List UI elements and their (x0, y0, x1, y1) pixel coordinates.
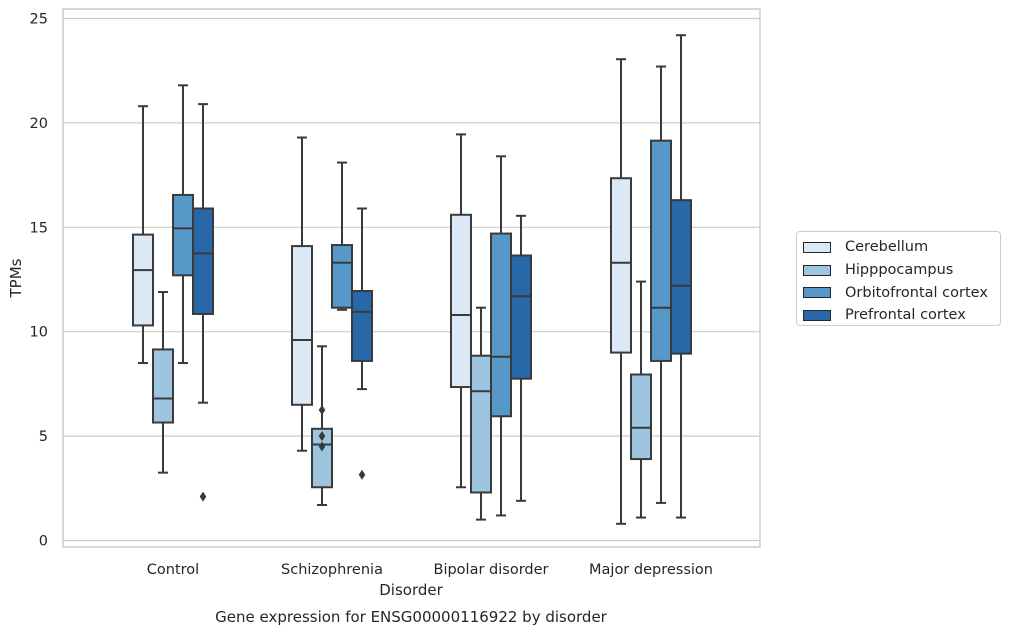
iqr-box (670, 199, 692, 355)
legend-swatch (803, 287, 831, 299)
iqr-box (490, 232, 512, 418)
box-hipppocampus (630, 280, 652, 519)
outlier-point (318, 441, 326, 452)
chart-title: Gene expression for ENSG00000116922 by d… (215, 608, 608, 626)
iqr-box (172, 193, 194, 277)
boxes (132, 34, 692, 525)
iqr-box (311, 427, 333, 489)
legend-item: Prefrontal cortex (803, 304, 1000, 327)
box-orbitofrontal-cortex (490, 155, 512, 517)
x-tick-label: Control (147, 562, 199, 578)
box-cerebellum (132, 105, 154, 365)
y-tick-label: 20 (30, 116, 48, 132)
legend-label: Orbitofrontal cortex (845, 284, 988, 301)
outlier-point (318, 405, 326, 415)
x-tick-label: Bipolar disorder (434, 562, 549, 578)
iqr-box (650, 139, 672, 362)
iqr-box (450, 213, 472, 389)
iqr-box (470, 354, 492, 494)
x-axis-label: Disorder (379, 581, 443, 599)
outlier-point (199, 491, 207, 502)
box-orbitofrontal-cortex (331, 161, 353, 311)
legend-item: Hipppocampus (803, 259, 1000, 282)
y-tick-label: 5 (39, 429, 48, 445)
iqr-box (510, 254, 532, 380)
y-tick-label: 25 (30, 12, 48, 28)
legend-label: Cerebellum (845, 239, 929, 256)
x-tick-label: Schizophrenia (281, 562, 383, 578)
y-tick-label: 0 (39, 534, 48, 550)
outlier-point (318, 431, 326, 442)
box-hipppocampus (152, 291, 174, 474)
box-hipppocampus (470, 306, 492, 521)
legend-item: Orbitofrontal cortex (803, 281, 1000, 304)
x-tick-label: Major depression (589, 562, 713, 578)
legend-label: Prefrontal cortex (845, 307, 966, 324)
iqr-box (630, 373, 652, 461)
box-prefrontal-cortex (351, 207, 373, 480)
box-cerebellum (291, 136, 313, 452)
iqr-box (192, 207, 214, 315)
y-tick-label: 10 (30, 325, 48, 341)
box-hipppocampus (311, 345, 333, 507)
legend-label: Hipppocampus (845, 262, 954, 279)
box-prefrontal-cortex (670, 34, 692, 519)
box-orbitofrontal-cortex (172, 84, 194, 365)
y-tick-labels: 0 5 10 15 20 25 (30, 12, 48, 550)
y-tick-label: 15 (30, 220, 48, 236)
outlier-point (358, 469, 366, 480)
box-prefrontal-cortex (510, 214, 532, 502)
box-cerebellum (610, 58, 632, 525)
iqr-box (132, 233, 154, 327)
legend-swatch (803, 309, 831, 321)
iqr-box (331, 244, 353, 309)
x-tick-labels: Control Schizophrenia Bipolar disorder Majo… (147, 562, 713, 578)
box-cerebellum (450, 133, 472, 489)
iqr-box (351, 289, 373, 362)
legend: Cerebellum Hipppocampus Orbitofrontal cort… (796, 231, 1001, 326)
iqr-box (152, 348, 174, 424)
box-prefrontal-cortex (192, 103, 214, 502)
iqr-box (610, 177, 632, 354)
legend-swatch (803, 241, 831, 253)
legend-item: Cerebellum (803, 236, 1000, 259)
y-axis-label: TPMs (7, 258, 25, 298)
iqr-box (291, 245, 313, 406)
legend-swatch (803, 264, 831, 276)
